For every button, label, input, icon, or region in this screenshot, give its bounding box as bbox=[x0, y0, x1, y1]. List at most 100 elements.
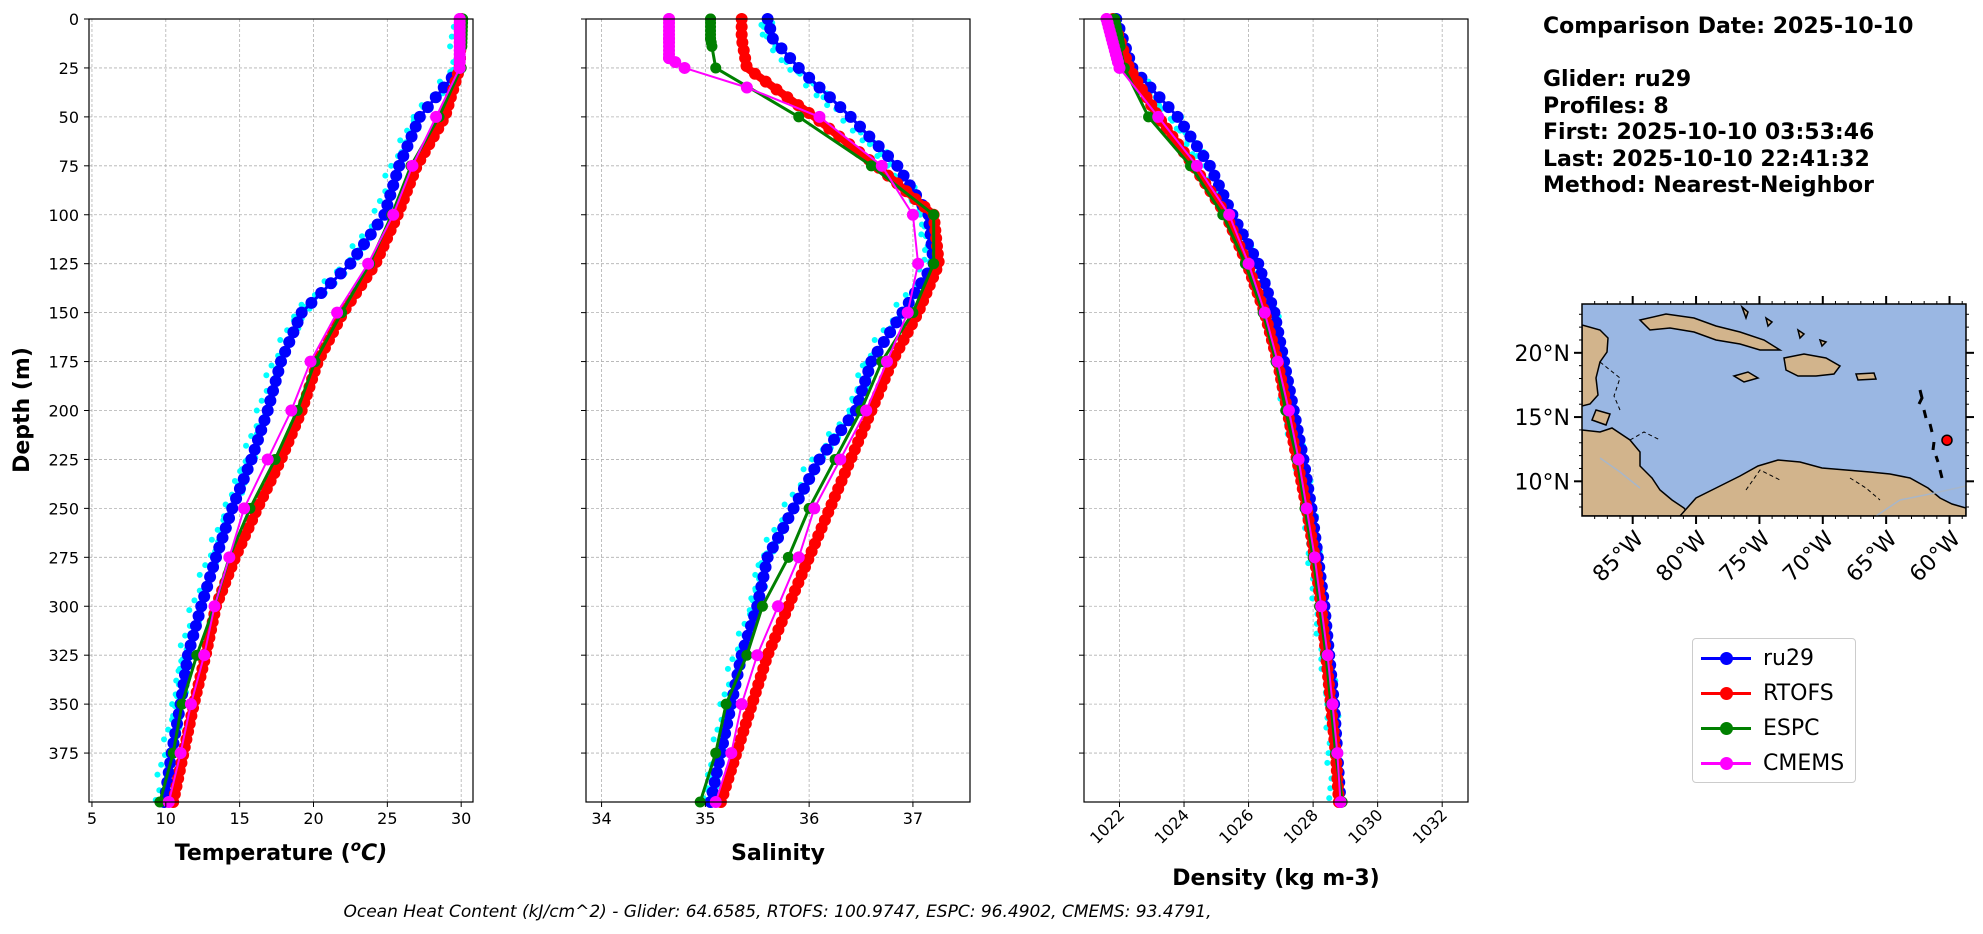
salinity-espc-point bbox=[720, 698, 732, 710]
density-xtick-label: 1022 bbox=[1086, 805, 1128, 847]
salinity-rtofs-point bbox=[748, 67, 761, 80]
salinity-ru29-point bbox=[862, 365, 875, 378]
salinity-rtofs-point bbox=[823, 122, 836, 135]
salinity-cmems-point bbox=[875, 159, 888, 172]
salinity-cmems-point bbox=[834, 453, 847, 466]
temperature-ru29-point bbox=[401, 140, 414, 153]
temperature-glider-profile-point bbox=[186, 607, 193, 614]
salinity-cmems-point bbox=[772, 600, 784, 613]
density-ru29-point bbox=[1178, 120, 1191, 133]
salinity-cmems-point bbox=[880, 355, 893, 368]
density-ru29-point bbox=[1208, 169, 1221, 182]
temperature-glider-profile-point bbox=[371, 207, 378, 214]
salinity-glider-profile-point bbox=[752, 571, 759, 578]
map-lon-label: 70°W bbox=[1778, 526, 1839, 587]
temperature-cmems-point bbox=[208, 600, 221, 613]
density-ru29-point bbox=[1171, 110, 1184, 123]
salinity-glider-profile-point bbox=[735, 630, 742, 637]
salinity-xtick-label: 37 bbox=[903, 809, 923, 828]
temperature-ru29-point bbox=[393, 159, 406, 172]
map-lon-label: 85°W bbox=[1588, 526, 1649, 587]
density-espc-point bbox=[1143, 111, 1155, 123]
temperature-glider-profile-point bbox=[161, 736, 168, 743]
salinity-ru29-point bbox=[764, 22, 777, 35]
depth-tick-label: 50 bbox=[59, 108, 79, 127]
depth-tick-label: 25 bbox=[59, 59, 79, 78]
temperature-ru29-point bbox=[233, 482, 246, 495]
first-profile-time: First: 2025-10-10 03:53:46 bbox=[1543, 120, 1875, 145]
salinity-ru29-point bbox=[871, 345, 884, 358]
salinity-glider-profile-point bbox=[729, 656, 736, 663]
salinity-glider-profile-point bbox=[922, 246, 929, 253]
temperature-cmems-point bbox=[387, 208, 400, 221]
salinity-espc-point bbox=[928, 209, 940, 221]
salinity-ru29-point bbox=[708, 776, 721, 789]
temperature-ru29-point bbox=[210, 551, 223, 564]
density-xtick-label: 1030 bbox=[1344, 805, 1386, 847]
salinity-ru29-point bbox=[706, 786, 719, 799]
density-cmems-point bbox=[1308, 551, 1321, 564]
salinity-glider-profile-point bbox=[778, 57, 785, 64]
temperature-ru29-point bbox=[241, 463, 254, 476]
salinity-glider-profile-point bbox=[840, 117, 847, 124]
temperature-glider-profile-point bbox=[447, 43, 454, 50]
temperature-xlabel: Temperature (oC) bbox=[175, 837, 387, 866]
temperature-glider-profile-point bbox=[448, 33, 455, 40]
depth-tick-label: 150 bbox=[48, 304, 79, 323]
density-cmems-point bbox=[1242, 257, 1255, 270]
salinity-ru29-point bbox=[853, 120, 866, 133]
salinity-cmems-point bbox=[912, 257, 925, 270]
location-map: 85°W 80°W 75°W 70°W 65°W 60°W 20°N 15°N 10°N bbox=[1515, 296, 1974, 587]
salinity-ru29-point bbox=[792, 492, 805, 505]
temperature-panel: 5 10 15 20 25 30 0 25 50 75 100 125 150 175 200 225 250… bbox=[10, 10, 474, 866]
depth-tick-label: 250 bbox=[48, 499, 79, 518]
temperature-ru29-point bbox=[267, 384, 280, 397]
temperature-ru29-point bbox=[216, 531, 229, 544]
temperature-glider-profile-point bbox=[268, 362, 275, 369]
salinity-ru29-point bbox=[784, 52, 797, 65]
temperature-ru29-point bbox=[207, 561, 220, 574]
salinity-ru29-point bbox=[775, 42, 788, 55]
temperature-cmems-point bbox=[285, 404, 298, 417]
density-cmems-point bbox=[1315, 600, 1328, 613]
salinity-espc-point bbox=[928, 258, 940, 270]
depth-tick-label: 325 bbox=[48, 646, 79, 665]
map-lon-label: 60°W bbox=[1905, 526, 1966, 587]
density-glider-profile-point bbox=[1327, 785, 1334, 792]
legend-label-rtofs: RTOFS bbox=[1763, 680, 1834, 706]
temperature-glider-profile-point bbox=[243, 442, 250, 449]
salinity-cmems-line bbox=[668, 19, 920, 803]
salinity-ru29-point bbox=[863, 130, 876, 143]
temperature-xtick-label: 5 bbox=[87, 809, 97, 828]
temperature-glider-profile-point bbox=[202, 562, 209, 569]
density-cmems-point bbox=[1111, 56, 1124, 69]
salinity-ru29-point bbox=[808, 463, 821, 476]
temperature-ru29-point bbox=[291, 316, 304, 329]
depth-tick-label: 0 bbox=[69, 10, 79, 29]
legend-line-rtofs bbox=[1701, 686, 1751, 700]
temperature-ru29-point bbox=[287, 326, 300, 339]
salinity-glider-profile-point bbox=[710, 736, 717, 743]
salinity-cmems-point bbox=[813, 110, 826, 123]
salinity-ru29-point bbox=[842, 414, 855, 427]
salinity-glider-profile-point bbox=[849, 127, 856, 134]
temperature-ru29-point bbox=[179, 668, 191, 681]
temperature-ru29-point bbox=[264, 394, 277, 407]
temperature-cmems-point bbox=[304, 355, 317, 368]
temperature-cmems-point bbox=[198, 649, 211, 662]
salinity-glider-profile-point bbox=[824, 102, 831, 109]
temperature-ru29-point bbox=[272, 365, 285, 378]
map-lat-label: 10°N bbox=[1515, 470, 1570, 495]
temperature-ru29-point bbox=[181, 649, 194, 662]
density-cmems-point bbox=[1292, 453, 1305, 466]
salinity-cmems-point bbox=[808, 502, 821, 515]
salinity-cmems-point bbox=[751, 649, 764, 662]
legend-item-espc: ESPC bbox=[1701, 713, 1820, 743]
depth-tick-label: 300 bbox=[48, 597, 79, 616]
temperature-ru29-point bbox=[413, 110, 426, 123]
salinity-glider-profile-point bbox=[813, 92, 820, 99]
depth-tick-label: 125 bbox=[48, 255, 79, 274]
density-cmems-point bbox=[1190, 159, 1203, 172]
salinity-glider-profile-point bbox=[871, 337, 878, 344]
salinity-espc-line bbox=[698, 19, 936, 803]
